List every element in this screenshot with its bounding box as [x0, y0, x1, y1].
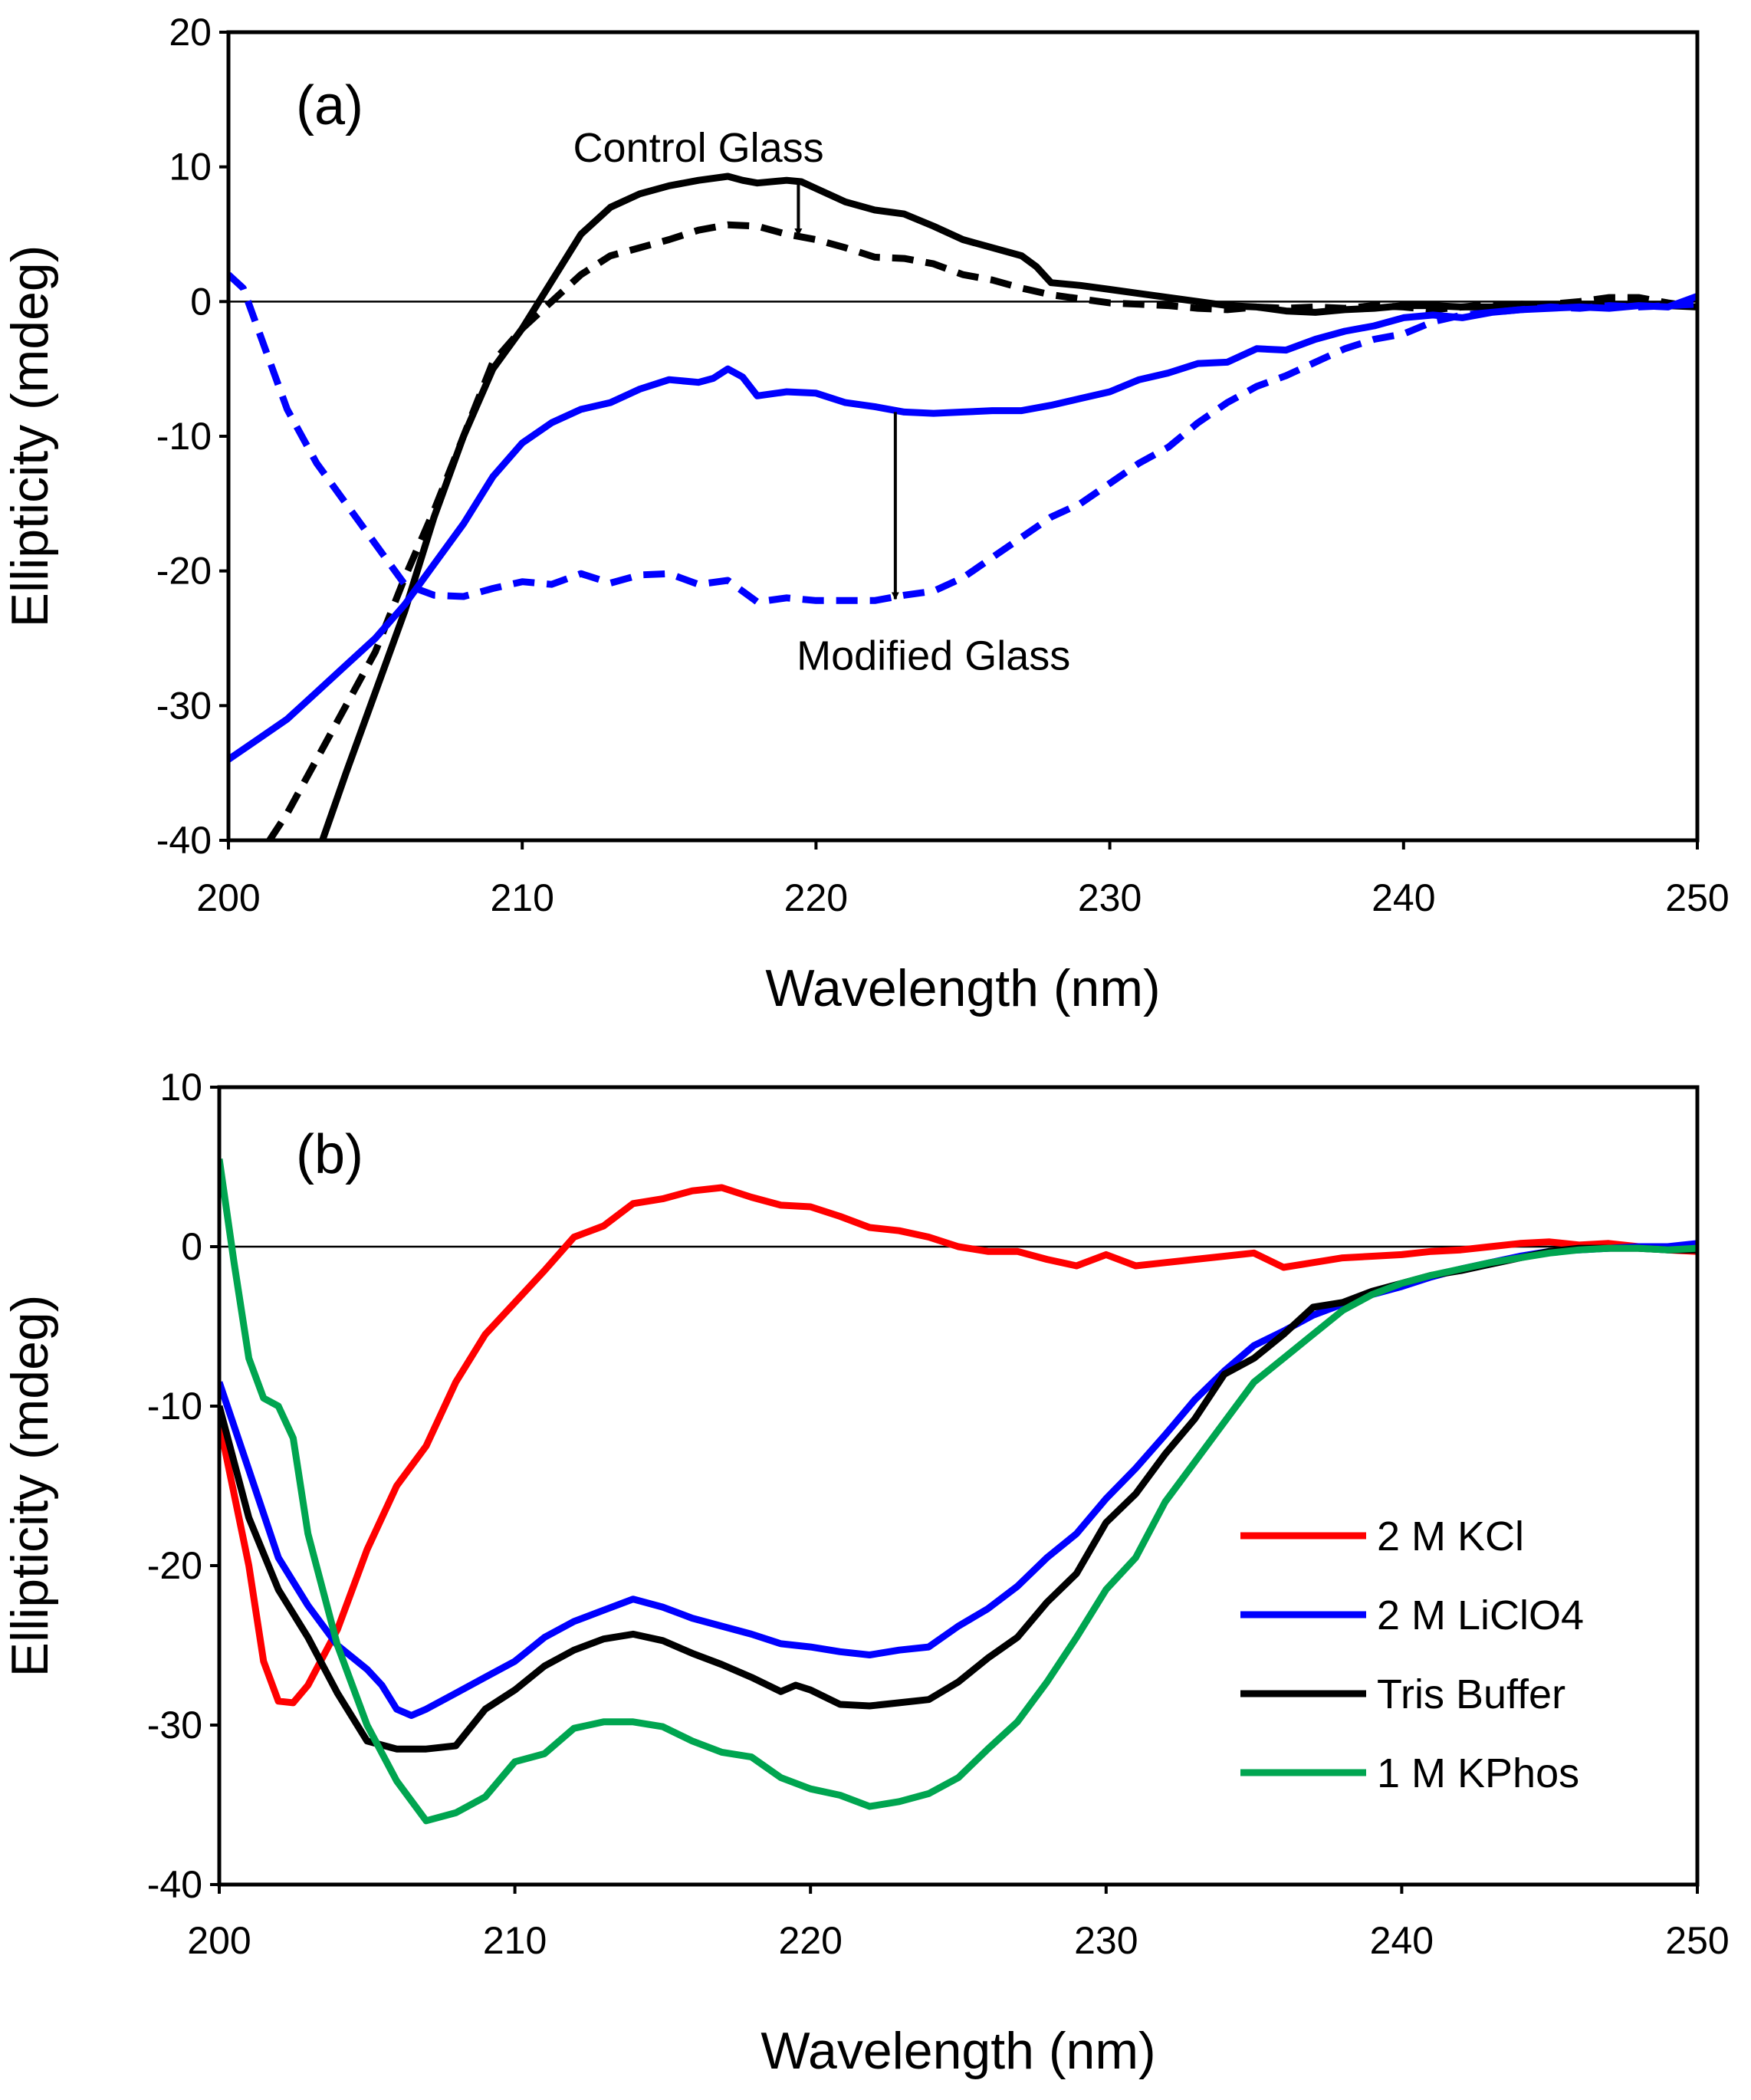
x-axis-title: Wavelength (nm) [761, 2022, 1155, 2080]
y-tick-label: -30 [156, 684, 212, 727]
x-tick-label: 220 [784, 876, 848, 919]
y-tick-label: -20 [147, 1544, 202, 1587]
series-line-modified-glass-before- [228, 293, 1697, 763]
series-group [228, 173, 1697, 840]
panel-a: 20 10 0 -10 -20 -30 -40 200 210 220 230 240 250 Wavel… [1, 11, 1730, 1017]
y-tick-label: 0 [181, 1225, 202, 1268]
legend: 2 M KCl 2 M LiClO4 Tris Buffer 1 M KPhos [1240, 1513, 1584, 1796]
x-tick-label: 220 [778, 1919, 842, 1962]
y-axis-title: Ellipticity (mdeg) [1, 245, 59, 628]
x-tick-label: 200 [187, 1919, 251, 1962]
y-axis-title: Ellipticity (mdeg) [1, 1295, 59, 1678]
panel-b: 10 0 -10 -20 -30 -40 200 210 220 230 240 250 Wavelen… [1, 1066, 1730, 2080]
x-tick-label: 240 [1370, 1919, 1434, 1962]
plot-frame [217, 1085, 1700, 1887]
annotation-label: Modified Glass [797, 633, 1070, 679]
panel-label: (a) [296, 75, 363, 136]
legend-label: 1 M KPhos [1377, 1750, 1579, 1796]
series-line-control-glass-before- [319, 173, 1697, 840]
legend-label: 2 M KCl [1377, 1513, 1524, 1559]
plot-frame [226, 30, 1700, 843]
series-line-modified-glass-after- [228, 271, 1697, 606]
x-tick-label: 230 [1078, 876, 1142, 919]
y-tick-label: -30 [147, 1704, 202, 1747]
y-tick-label: -10 [147, 1385, 202, 1428]
x-tick-label: 250 [1665, 1919, 1729, 1962]
legend-label: Tris Buffer [1377, 1671, 1565, 1717]
legend-label: 2 M LiClO4 [1377, 1592, 1584, 1638]
x-tick-label: 210 [483, 1919, 547, 1962]
x-tick-label: 230 [1074, 1919, 1138, 1962]
y-tick-label: 10 [159, 1066, 202, 1109]
y-tick-label: -40 [147, 1863, 202, 1906]
y-tick-label: -10 [156, 415, 212, 458]
series-group [219, 1158, 1697, 1825]
y-tick-label: 0 [190, 280, 212, 323]
y-tick-label: 10 [169, 146, 212, 189]
y-tick-label: -20 [156, 550, 212, 593]
y-tick-label: -40 [156, 819, 212, 862]
series-line-1-m-kphos [219, 1158, 1697, 1825]
x-tick-label: 210 [490, 876, 554, 919]
annotation-label: Control Glass [573, 125, 824, 171]
series-line-control-glass-after- [266, 221, 1697, 840]
series-line-2-m-kcl [219, 1184, 1697, 1707]
y-tick-label: 20 [169, 11, 212, 54]
x-axis-title: Wavelength (nm) [765, 959, 1160, 1017]
panel-label: (b) [296, 1124, 363, 1185]
x-tick-label: 240 [1372, 876, 1435, 919]
series-line-2-m-liclo4 [219, 1240, 1697, 1719]
x-tick-label: 200 [196, 876, 260, 919]
x-tick-label: 250 [1665, 876, 1729, 919]
